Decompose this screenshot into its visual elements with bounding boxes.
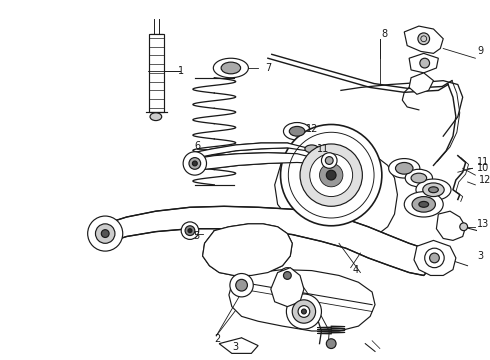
Text: 5: 5: [193, 231, 199, 242]
Ellipse shape: [299, 141, 324, 157]
Circle shape: [425, 248, 444, 268]
Ellipse shape: [411, 173, 427, 183]
Text: 3: 3: [232, 342, 238, 352]
Circle shape: [420, 58, 430, 68]
Ellipse shape: [289, 126, 305, 136]
Circle shape: [292, 300, 316, 323]
Polygon shape: [275, 141, 397, 240]
Circle shape: [96, 224, 115, 243]
Circle shape: [286, 294, 321, 329]
Circle shape: [230, 274, 253, 297]
Polygon shape: [195, 153, 341, 175]
Polygon shape: [105, 206, 431, 275]
Circle shape: [185, 226, 195, 235]
Circle shape: [183, 152, 206, 175]
Text: 9: 9: [477, 46, 484, 57]
Ellipse shape: [389, 158, 420, 178]
Text: 8: 8: [382, 29, 388, 39]
Polygon shape: [202, 224, 292, 275]
Ellipse shape: [150, 113, 162, 121]
Circle shape: [298, 306, 310, 318]
Circle shape: [430, 253, 440, 263]
Polygon shape: [414, 240, 456, 275]
Ellipse shape: [429, 187, 439, 193]
Ellipse shape: [221, 62, 241, 74]
Ellipse shape: [419, 202, 429, 207]
Circle shape: [188, 229, 192, 233]
Circle shape: [101, 230, 109, 238]
Polygon shape: [193, 143, 326, 158]
Text: 3: 3: [477, 251, 484, 261]
Text: 12: 12: [306, 124, 318, 134]
Text: 4: 4: [353, 265, 359, 275]
Text: 10: 10: [477, 163, 490, 173]
Polygon shape: [229, 270, 375, 331]
Circle shape: [181, 222, 199, 239]
Text: 2: 2: [214, 334, 220, 344]
Polygon shape: [409, 73, 434, 94]
Ellipse shape: [213, 58, 248, 78]
Text: 11: 11: [317, 144, 329, 154]
Ellipse shape: [416, 179, 451, 201]
Circle shape: [326, 170, 336, 180]
Circle shape: [283, 271, 291, 279]
Ellipse shape: [404, 192, 443, 217]
Ellipse shape: [283, 122, 311, 140]
Text: 1: 1: [178, 66, 184, 76]
Circle shape: [460, 223, 467, 231]
Circle shape: [88, 216, 122, 251]
Circle shape: [300, 144, 363, 206]
Circle shape: [280, 268, 295, 283]
Circle shape: [325, 157, 333, 165]
Text: 12: 12: [479, 175, 490, 185]
Circle shape: [326, 339, 336, 348]
Circle shape: [301, 309, 306, 314]
Circle shape: [418, 33, 430, 45]
Circle shape: [310, 154, 353, 197]
Circle shape: [189, 158, 201, 169]
Ellipse shape: [305, 145, 318, 153]
Ellipse shape: [423, 183, 444, 197]
Polygon shape: [219, 338, 258, 354]
Circle shape: [236, 279, 247, 291]
Polygon shape: [404, 26, 443, 53]
Polygon shape: [271, 268, 304, 307]
Polygon shape: [149, 34, 164, 112]
Circle shape: [319, 163, 343, 187]
Circle shape: [193, 161, 197, 166]
Circle shape: [321, 153, 337, 168]
Circle shape: [281, 125, 382, 226]
Ellipse shape: [405, 169, 433, 187]
Ellipse shape: [395, 162, 413, 174]
Text: 7: 7: [265, 63, 271, 73]
Ellipse shape: [412, 197, 436, 212]
Text: 11: 11: [477, 157, 490, 167]
Text: 13: 13: [477, 219, 490, 229]
Polygon shape: [409, 53, 439, 73]
Polygon shape: [437, 211, 466, 240]
Text: 6: 6: [195, 141, 201, 151]
